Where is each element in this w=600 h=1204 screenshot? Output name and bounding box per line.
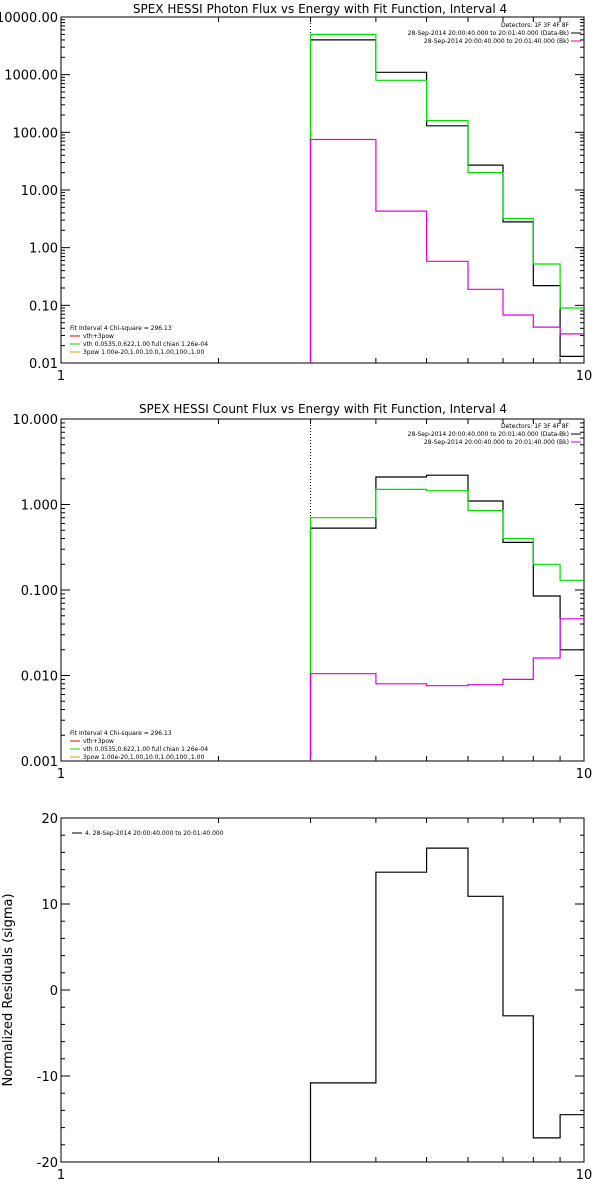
count-legend-fit-interval: Fit Interval 4 Chi-square = 296.13 bbox=[70, 730, 172, 737]
photon-panel-title: SPEX HESSI Photon Flux vs Energy with Fi… bbox=[133, 2, 507, 16]
count-y-tick-label: 0.010 bbox=[21, 670, 58, 685]
residuals-x-tick-label: 10 bbox=[576, 1168, 593, 1183]
photon-y-ticks: 0.01 0.10 1.00 10.00 100.00 1000.00 10000.00 bbox=[0, 11, 584, 372]
residuals-y-tick-label: -10 bbox=[37, 1070, 58, 1085]
residuals-x-tick-label: 1 bbox=[57, 1168, 65, 1183]
photon-legend-vth: vth 0.0535,0.622,1.00 full chian 1.26e-0… bbox=[83, 341, 208, 348]
residuals-legend-label: 4. 28-Sep-2014 20:00:40.000 to 20:01:40.… bbox=[85, 830, 224, 837]
photon-x-tick-label: 10 bbox=[576, 369, 593, 384]
count-legend-vth: vth 0.0535,0.622,1.00 full chian 1.26e-0… bbox=[83, 746, 208, 753]
photon-flux-panel: SPEX HESSI Photon Flux vs Energy with Fi… bbox=[0, 2, 592, 384]
residuals-series bbox=[309, 847, 584, 1162]
count-legend-data-bk: 28-Sep-2014 20:00:40.000 to 20:01:40.000… bbox=[408, 431, 569, 438]
photon-plot-frame bbox=[60, 16, 585, 364]
count-legend-3pow: 3pow 1.00e-20,1.00,10.0,1.00,100.,1.00 bbox=[83, 754, 204, 761]
photon-series bbox=[309, 17, 584, 363]
count-x-tick-label: 10 bbox=[576, 767, 593, 782]
residuals-legend: 4. 28-Sep-2014 20:00:40.000 to 20:01:40.… bbox=[72, 830, 224, 837]
count-legend-right: Detectors: 1F 3F 4F 8F 28-Sep-2014 20:00… bbox=[408, 423, 581, 446]
count-plot-frame bbox=[60, 418, 585, 762]
photon-legend-left: Fit Interval 4 Chi-square = 296.13 vth+3… bbox=[70, 325, 208, 356]
photon-y-tick-label: 100.00 bbox=[13, 126, 59, 141]
photon-y-tick-label: 10000.00 bbox=[0, 11, 58, 26]
count-y-ticks: 0.001 0.010 0.100 1.000 10.000 bbox=[13, 413, 584, 770]
photon-legend-3pow: 3pow 1.00e-20,1.00,10.0,1.00,100.,1.00 bbox=[83, 349, 204, 356]
photon-series-0-histogram bbox=[309, 39, 584, 363]
count-legend-left: Fit Interval 4 Chi-square = 296.13 vth+3… bbox=[70, 730, 208, 761]
residuals-series-0-histogram bbox=[309, 847, 584, 1162]
count-y-tick-label: 1.000 bbox=[21, 499, 58, 514]
count-y-tick-label: 0.001 bbox=[21, 755, 58, 770]
count-panel-title: SPEX HESSI Count Flux vs Energy with Fit… bbox=[139, 402, 507, 416]
residuals-y-tick-label: -20 bbox=[37, 1156, 58, 1171]
count-x-tick-label: 1 bbox=[57, 767, 65, 782]
residuals-y-axis-label: Normalized Residuals (sigma) bbox=[1, 893, 16, 1086]
count-y-tick-label: 10.000 bbox=[13, 413, 59, 428]
photon-legend-fit-interval: Fit Interval 4 Chi-square = 296.13 bbox=[70, 325, 172, 332]
photon-x-ticks: 1 10 bbox=[57, 17, 592, 384]
photon-legend-bk: 28-Sep-2014 20:00:40.000 to 20:01:40.000… bbox=[424, 38, 569, 45]
count-y-tick-label: 0.100 bbox=[21, 584, 58, 599]
photon-legend-model: vth+3pow bbox=[83, 333, 114, 340]
count-series-2-histogram bbox=[309, 618, 584, 761]
residuals-panel: Normalized Residuals (sigma) -20 -10 0 10 20… bbox=[1, 812, 592, 1183]
count-x-ticks: 1 10 bbox=[57, 419, 592, 782]
photon-legend-right: Detectors: 1F 3F 4F 8F 28-Sep-2014 20:00… bbox=[408, 22, 581, 45]
photon-legend-data-bk: 28-Sep-2014 20:00:40.000 to 20:01:40.000… bbox=[408, 30, 569, 37]
photon-x-tick-label: 1 bbox=[57, 369, 65, 384]
count-series-1-histogram bbox=[309, 488, 584, 761]
residuals-y-ticks: -20 -10 0 10 20 bbox=[37, 812, 584, 1171]
count-legend-model: vth+3pow bbox=[83, 738, 114, 745]
photon-y-tick-label: 10.00 bbox=[21, 184, 58, 199]
count-legend-detectors: Detectors: 1F 3F 4F 8F bbox=[501, 423, 570, 430]
residuals-y-tick-label: 0 bbox=[50, 984, 58, 999]
residuals-y-tick-label: 10 bbox=[41, 898, 58, 913]
residuals-y-tick-label: 20 bbox=[41, 812, 58, 827]
count-series bbox=[309, 419, 584, 761]
photon-series-2-histogram bbox=[309, 138, 584, 363]
photon-series-1-histogram bbox=[309, 33, 584, 363]
photon-y-tick-label: 1.00 bbox=[29, 242, 58, 257]
photon-y-tick-label: 0.01 bbox=[29, 357, 58, 372]
photon-y-tick-label: 0.10 bbox=[29, 299, 58, 314]
photon-y-tick-label: 1000.00 bbox=[4, 69, 58, 84]
residuals-x-ticks: 1 10 bbox=[57, 818, 592, 1183]
count-flux-panel: SPEX HESSI Count Flux vs Energy with Fit… bbox=[13, 402, 593, 782]
residuals-plot-frame bbox=[60, 817, 585, 1163]
photon-legend-detectors: Detectors: 1F 3F 4F 8F bbox=[501, 22, 570, 29]
count-legend-bk: 28-Sep-2014 20:00:40.000 to 20:01:40.000… bbox=[424, 439, 569, 446]
